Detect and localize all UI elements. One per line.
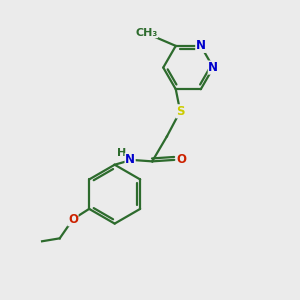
Text: O: O [68, 213, 78, 226]
Text: N: N [208, 61, 218, 74]
Text: N: N [125, 153, 135, 167]
Text: O: O [177, 153, 187, 167]
Text: CH₃: CH₃ [135, 28, 158, 38]
Text: N: N [196, 39, 206, 52]
Text: H: H [117, 148, 126, 158]
Text: S: S [176, 105, 184, 118]
